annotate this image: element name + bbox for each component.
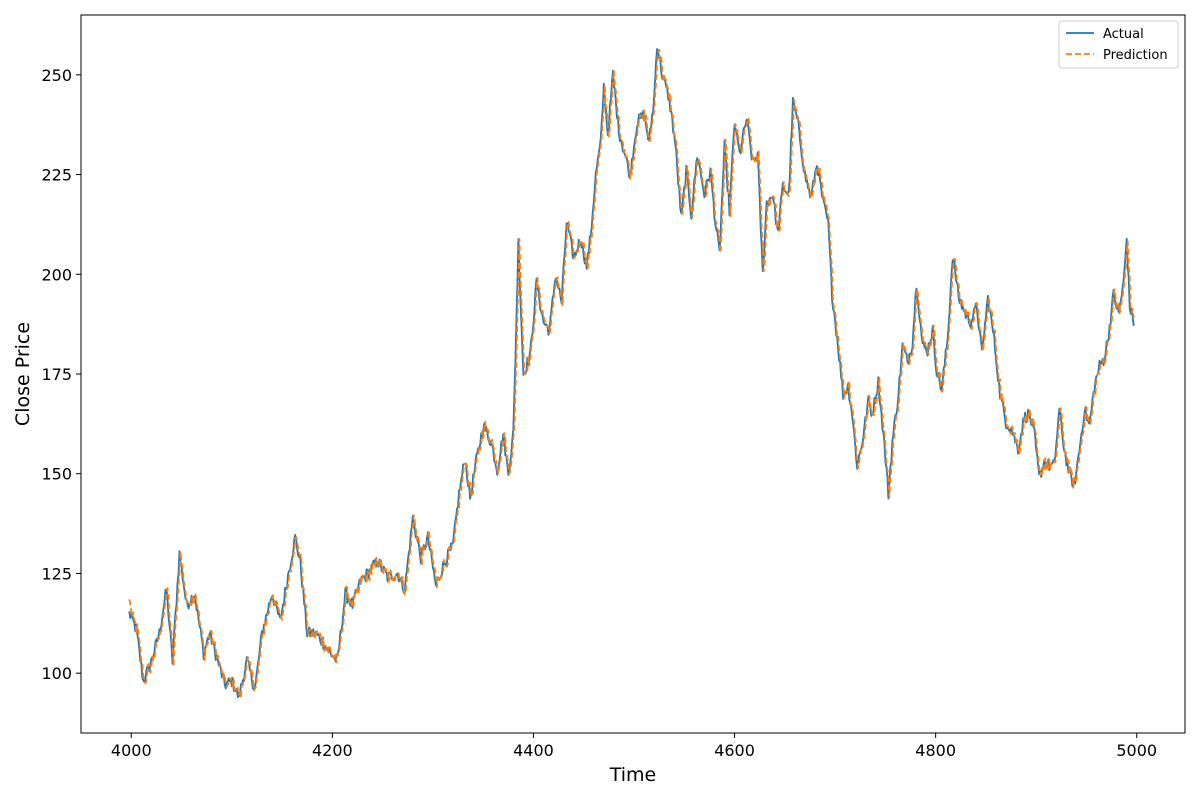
y-tick-label: 250 xyxy=(41,66,72,85)
y-tick-label: 175 xyxy=(41,365,72,384)
legend-label-prediction: Prediction xyxy=(1103,48,1168,63)
x-axis: 4000 4200 4400 4600 4800 5000 xyxy=(111,733,1157,760)
x-tick-label: 4200 xyxy=(312,741,353,760)
y-axis: 100 125 150 175 200 225 250 xyxy=(41,66,81,683)
x-axis-label: Time xyxy=(609,764,657,786)
x-tick-label: 4600 xyxy=(714,741,755,760)
x-tick-label: 4800 xyxy=(915,741,956,760)
x-tick-label: 4400 xyxy=(513,741,554,760)
series-line-actual xyxy=(128,48,1135,699)
x-tick-label: 4000 xyxy=(111,741,152,760)
legend: Actual Prediction xyxy=(1058,20,1179,69)
y-tick-label: 225 xyxy=(41,166,72,185)
x-tick-label: 5000 xyxy=(1116,741,1157,760)
y-tick-label: 100 xyxy=(41,664,72,683)
legend-label-actual: Actual xyxy=(1103,27,1144,42)
y-tick-label: 150 xyxy=(41,465,72,484)
series-line-prediction xyxy=(128,48,1135,698)
y-tick-label: 125 xyxy=(41,564,72,583)
plot-frame xyxy=(80,14,1186,734)
y-axis-label: Close Price xyxy=(12,322,34,426)
y-tick-label: 200 xyxy=(41,265,72,284)
plot-area xyxy=(80,14,1186,734)
series-layer xyxy=(128,48,1135,699)
